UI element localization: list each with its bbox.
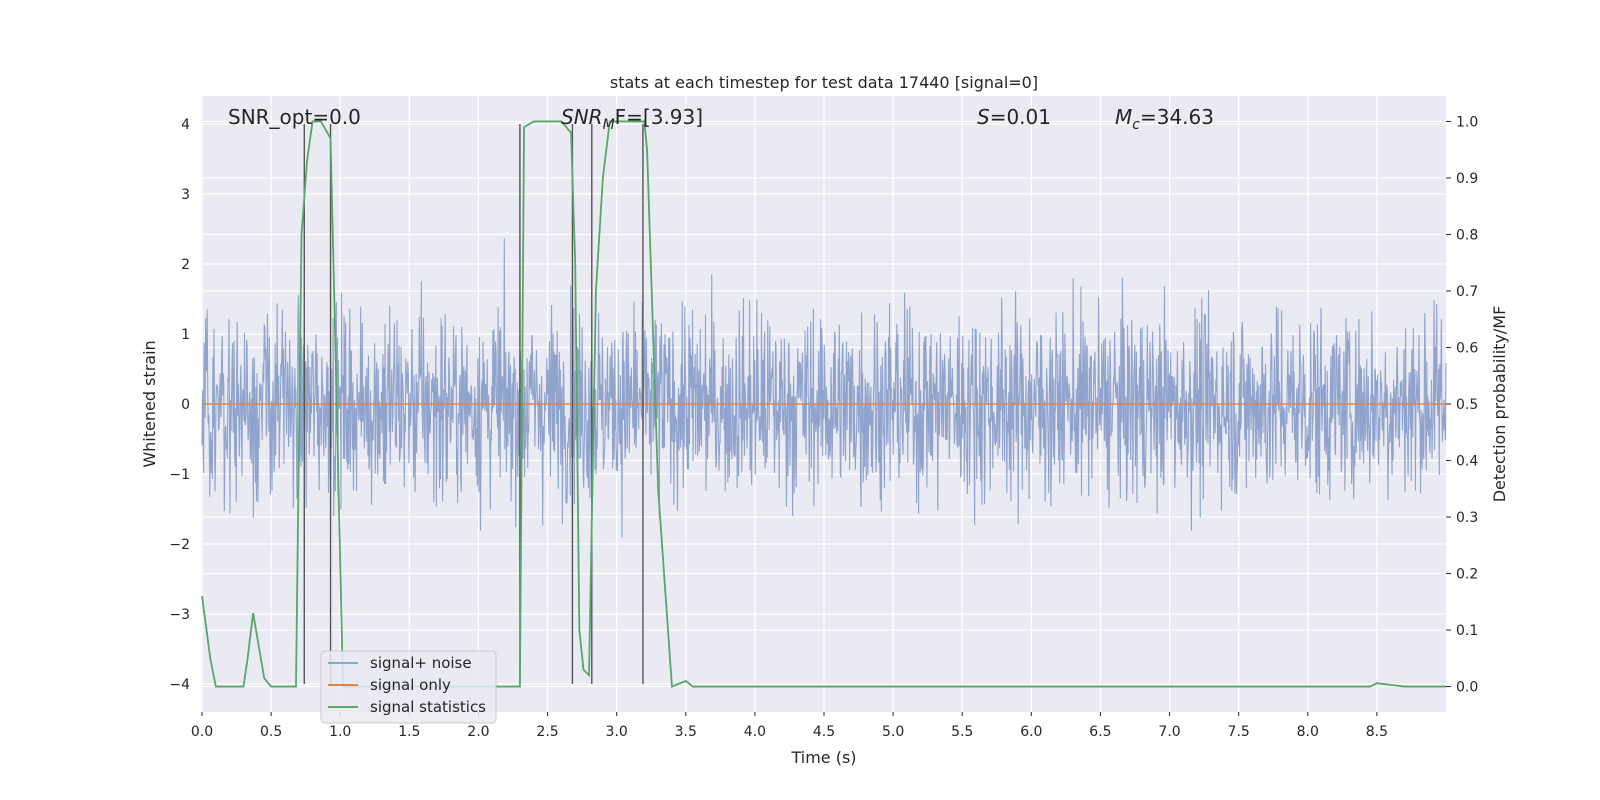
y-left-tick-label: −4 bbox=[169, 677, 190, 693]
annotation-s-prefix: S bbox=[977, 105, 990, 129]
annotation-s: S=0.01 bbox=[977, 105, 1051, 129]
x-tick-label: 6.5 bbox=[1089, 724, 1111, 740]
annotation-snr-mf-sub: M bbox=[603, 117, 615, 133]
x-tick-label: 0.5 bbox=[260, 724, 282, 740]
annotation-mc-sub: c bbox=[1132, 117, 1140, 133]
annotation-mc: Mc=34.63 bbox=[1115, 105, 1214, 133]
x-tick-labels: 0.0 0.5 1.0 1.5 2.0 2.5 3.0 3.5 4.0 4.5 5.0 5.5 6.0 6… bbox=[191, 712, 1388, 740]
annotation-snr-mf: SNRMF=[3.93] bbox=[561, 105, 703, 133]
signal-noise-line bbox=[201, 238, 1447, 538]
x-tick-label: 4.5 bbox=[813, 724, 835, 740]
y-left-tick-label: −3 bbox=[169, 607, 190, 623]
y-right-tick-label: 1.0 bbox=[1456, 114, 1478, 130]
x-tick-label: 2.5 bbox=[536, 724, 558, 740]
y-right-tick-label: 0.7 bbox=[1456, 284, 1478, 300]
chart-title: stats at each timestep for test data 174… bbox=[610, 73, 1038, 92]
x-tick-label: 7.0 bbox=[1158, 724, 1180, 740]
y-right-tick-label: 0.9 bbox=[1456, 171, 1478, 187]
y-right-tick-labels: 0.0 0.1 0.2 0.3 0.4 0.5 0.6 0.7 0.8 0.9 1.0 bbox=[1446, 114, 1478, 696]
y-axis-label-left: Whitened strain bbox=[140, 340, 159, 467]
legend: signal+ noise signal only signal statist… bbox=[320, 650, 497, 724]
x-tick-label: 8.0 bbox=[1297, 724, 1319, 740]
annotation-snr-opt: SNR_opt=0.0 bbox=[228, 105, 361, 129]
x-tick-label: 0.0 bbox=[191, 724, 213, 740]
x-tick-label: 6.0 bbox=[1020, 724, 1042, 740]
annotation-snr-mf-prefix: SNR bbox=[561, 105, 603, 129]
annotation-mc-suffix: =34.63 bbox=[1140, 105, 1214, 129]
y-left-tick-label: 1 bbox=[181, 327, 190, 343]
y-axis-label-right: Detection probability/MF bbox=[1490, 306, 1509, 503]
annotation-snr-mf-suffix: F=[3.93] bbox=[615, 105, 703, 129]
y-right-tick-label: 0.4 bbox=[1456, 454, 1478, 470]
x-tick-label: 7.5 bbox=[1228, 724, 1250, 740]
y-right-tick-label: 0.5 bbox=[1456, 397, 1478, 413]
y-right-tick-label: 0.2 bbox=[1456, 567, 1478, 583]
legend-label-signal-noise: signal+ noise bbox=[370, 654, 472, 672]
y-left-tick-label: 2 bbox=[181, 257, 190, 273]
y-left-tick-label: 4 bbox=[181, 117, 190, 133]
y-right-tick-label: 0.1 bbox=[1456, 623, 1478, 639]
series-signal-statistics bbox=[201, 120, 1446, 688]
x-tick-label: 8.5 bbox=[1366, 724, 1388, 740]
y-left-tick-label: −1 bbox=[169, 467, 190, 483]
annotation-s-suffix: =0.01 bbox=[990, 105, 1051, 129]
y-left-tick-label: 0 bbox=[181, 397, 190, 413]
y-left-tick-label: 3 bbox=[181, 187, 190, 203]
x-tick-label: 5.0 bbox=[882, 724, 904, 740]
x-tick-label: 1.5 bbox=[398, 724, 420, 740]
legend-label-signal-only: signal only bbox=[370, 676, 451, 694]
signal-statistics-line bbox=[201, 120, 1446, 688]
series-signal-noise bbox=[201, 238, 1447, 538]
y-right-tick-label: 0.6 bbox=[1456, 340, 1478, 356]
y-right-tick-label: 0.8 bbox=[1456, 227, 1478, 243]
x-tick-label: 5.5 bbox=[951, 724, 973, 740]
y-right-tick-label: 0.3 bbox=[1456, 510, 1478, 526]
y-left-tick-label: −2 bbox=[169, 537, 190, 553]
legend-box bbox=[320, 650, 497, 724]
x-tick-label: 3.5 bbox=[675, 724, 697, 740]
annotation-mc-prefix: M bbox=[1115, 105, 1132, 129]
y-right-tick-label: 0.0 bbox=[1456, 680, 1478, 696]
x-tick-label: 2.0 bbox=[467, 724, 489, 740]
x-axis-label: Time (s) bbox=[790, 748, 856, 767]
x-tick-label: 1.0 bbox=[329, 724, 351, 740]
legend-label-signal-statistics: signal statistics bbox=[370, 698, 486, 716]
x-tick-label: 3.0 bbox=[606, 724, 628, 740]
x-tick-label: 4.0 bbox=[744, 724, 766, 740]
y-left-tick-labels: −4 −3 −2 −1 0 1 2 3 4 bbox=[169, 117, 190, 693]
